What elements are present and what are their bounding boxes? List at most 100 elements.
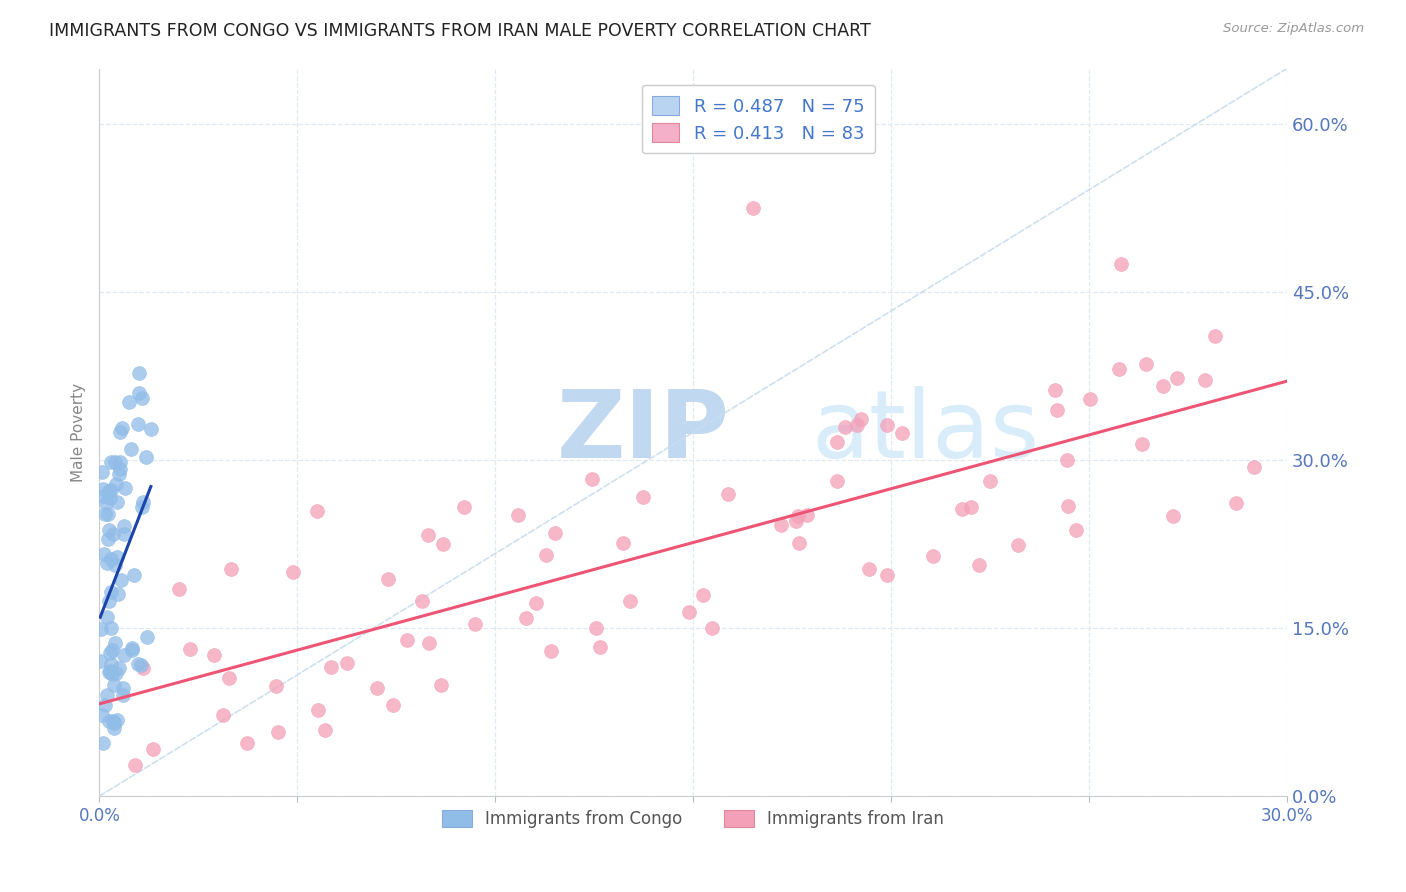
Point [1109,257,1132,271]
Point [543,526,565,541]
Point [90,623,112,637]
Point [969,558,991,573]
Point [508,508,530,522]
Point [112,526,135,541]
Point [108,467,131,481]
Point [1056,453,1078,467]
Point [96,688,118,702]
Point [98,593,121,607]
Point [281,565,304,579]
Point [100,483,122,497]
Point [717,487,740,501]
Point [267,725,290,739]
Point [858,562,880,576]
Point [382,698,405,713]
Point [91,489,114,503]
Point [120,442,142,457]
Point [124,758,146,772]
Point [1153,378,1175,392]
Point [619,593,641,607]
Point [108,661,131,675]
Point [111,421,134,435]
Point [876,418,898,433]
Point [769,518,792,533]
Point [1194,373,1216,387]
Legend: Immigrants from Congo, Immigrants from Iran: Immigrants from Congo, Immigrants from I… [436,804,950,835]
Point [89,654,111,668]
Point [700,621,723,635]
Point [131,658,153,673]
Point [366,681,388,695]
Point [93,482,115,496]
Point [94,507,117,521]
Point [307,703,329,717]
Text: Source: ZipAtlas.com: Source: ZipAtlas.com [1223,22,1364,36]
Point [103,678,125,692]
Point [890,426,912,441]
Point [98,491,121,505]
Point [139,422,162,436]
Y-axis label: Male Poverty: Male Poverty [72,383,86,482]
Point [91,736,114,750]
Point [1135,357,1157,371]
Point [589,640,612,655]
Point [97,483,120,498]
Point [104,636,127,650]
Point [128,385,150,400]
Point [678,605,700,619]
Point [104,476,127,491]
Point [236,736,259,750]
Point [787,535,810,549]
Point [1043,383,1066,397]
Point [1166,371,1188,385]
Point [876,568,898,582]
Point [825,474,848,488]
Point [741,202,763,216]
Point [101,526,124,541]
Point [845,417,868,432]
Point [633,491,655,505]
Point [540,643,562,657]
Point [335,656,357,670]
Point [851,412,873,426]
Point [108,454,131,468]
Point [122,567,145,582]
Point [430,678,453,692]
Point [127,657,149,672]
Point [131,500,153,515]
Point [179,642,201,657]
Point [103,716,125,731]
Point [785,514,807,528]
Point [266,679,288,693]
Point [100,584,122,599]
Point [377,572,399,586]
Point [112,648,135,663]
Point [110,573,132,587]
Point [396,632,419,647]
Point [612,536,634,550]
Point [142,742,165,756]
Point [121,641,143,656]
Point [112,518,135,533]
Point [98,646,121,660]
Point [127,417,149,431]
Point [105,713,128,727]
Point [1046,402,1069,417]
Point [834,420,856,434]
Point [218,671,240,685]
Point [107,587,129,601]
Point [131,660,153,674]
Point [103,721,125,735]
Point [827,434,849,449]
Point [100,621,122,635]
Point [307,503,329,517]
Point [796,508,818,522]
Point [98,665,121,679]
Point [950,501,973,516]
Point [105,549,128,564]
Point [103,558,125,572]
Point [100,455,122,469]
Point [96,556,118,570]
Text: atlas: atlas [811,386,1040,478]
Point [105,666,128,681]
